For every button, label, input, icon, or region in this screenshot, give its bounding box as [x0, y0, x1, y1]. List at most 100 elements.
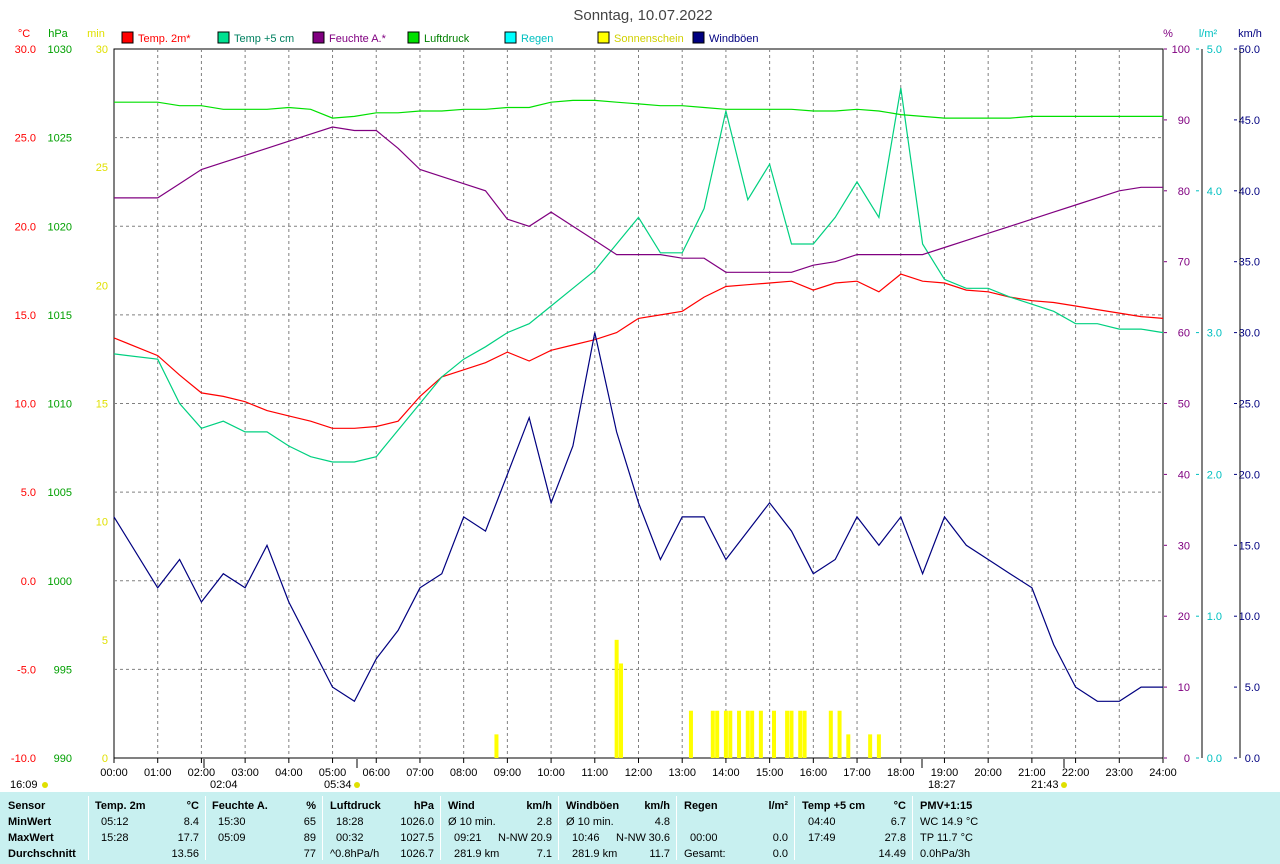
legend-item: Windböen [692, 31, 759, 45]
stats-temp2m-max-time: 15:28 [101, 832, 129, 844]
sun-tick-label: 30 [96, 44, 108, 56]
stats-pmv-trend: 0.0hPa/3h [920, 848, 971, 860]
sunshine-bar [723, 710, 728, 758]
series-line [113, 332, 1163, 703]
x-tick-label: 21:00 [1018, 767, 1046, 779]
legend-swatch [692, 31, 705, 44]
sun-events: 16:09 02:04 05:34 18:27 21:43 [10, 758, 1067, 791]
hum-tick-label: 100 [1172, 44, 1190, 56]
hum-tick-label: 60 [1178, 328, 1190, 340]
stats-windboeen-header: Windböen [566, 800, 620, 812]
stats-temp5cm-min-value: 6.7 [890, 816, 906, 828]
stats-wind-unit: km/h [526, 800, 552, 812]
hum-tick-label: 80 [1178, 186, 1190, 198]
legend-label: Regen [521, 33, 553, 45]
wind-unit-label: km/h [1238, 28, 1262, 40]
rain-tick-label: 4.0 [1207, 186, 1222, 198]
sunshine-bar [737, 710, 742, 758]
stats-luftdruck-min-value: 1026.0 [400, 816, 434, 828]
sun-tick-label: 15 [96, 399, 108, 411]
legend-item: Sonnenschein [597, 31, 684, 45]
x-tick-label: 14:00 [712, 767, 740, 779]
stats-pmv-column: PMV+1:15 WC 14.9 °C TP 11.7 °C 0.0hPa/3h [920, 792, 1040, 864]
event-dawn-label: 02:04 [210, 779, 238, 791]
series-line [114, 126, 1163, 273]
sunshine-bar [494, 734, 499, 758]
legend-swatch [597, 31, 610, 44]
stats-feuchte-max-time: 05:09 [218, 832, 246, 844]
stats-pmv-dewpoint: TP 11.7 °C [920, 832, 973, 844]
x-tick-label: 01:00 [144, 767, 172, 779]
event-sunrise-label: 05:34 [324, 779, 352, 791]
series-line [113, 87, 1164, 463]
stats-regen-unit: l/m² [768, 800, 788, 812]
x-tick-label: 24:00 [1149, 767, 1177, 779]
sunshine-bar [828, 710, 833, 758]
legend-item: Luftdruck [407, 31, 470, 45]
stats-temp2m-min-time: 05:12 [101, 816, 129, 828]
stats-windboeen-column: Windböen km/h Ø 10 min. 4.8 10:46 N-NW 30.6 … [566, 792, 672, 864]
wind-tick-label: 25.0 [1239, 399, 1260, 411]
stats-temp5cm-header: Temp +5 cm [802, 800, 866, 812]
press-unit-label: hPa [48, 28, 68, 40]
stats-temp2m-max-value: 17.7 [177, 832, 199, 844]
press-tick-label: 995 [54, 664, 72, 676]
stats-luftdruck-max-time: 00:32 [336, 832, 364, 844]
stats-luftdruck-avg-value: 1026.7 [400, 848, 434, 860]
hum-tick-label: 10 [1178, 682, 1190, 694]
legend-label: Temp. 2m* [138, 33, 191, 45]
stats-min-label: MinWert [8, 816, 52, 828]
stats-luftdruck-unit: hPa [413, 800, 434, 812]
hum-tick-label: 30 [1178, 540, 1190, 552]
x-tick-label: 05:00 [319, 767, 347, 779]
x-tick-label: 10:00 [537, 767, 565, 779]
hum-tick-label: 40 [1178, 469, 1190, 481]
stats-temp2m-min-value: 8.4 [183, 816, 199, 828]
wind-tick-label: 5.0 [1245, 682, 1260, 694]
legend-item: Temp. 2m* [121, 31, 191, 45]
x-tick-label: 15:00 [756, 767, 784, 779]
hum-tick-label: 0 [1184, 753, 1190, 765]
series-line [114, 99, 1163, 119]
sunshine-bar [802, 710, 807, 758]
stats-feuchte-max-value: 89 [303, 832, 316, 844]
wind-tick-label: 20.0 [1239, 469, 1260, 481]
stats-sensor-header: Sensor [8, 800, 46, 812]
stats-avg-label: Durchschnitt [8, 848, 76, 860]
sunshine-bar [846, 734, 851, 758]
press-tick-label: 990 [54, 753, 72, 765]
stats-windboeen-min-value: 4.8 [654, 816, 670, 828]
stats-windboeen-max-value: 30.6 [648, 832, 670, 844]
rain-tick-label: 0.0 [1207, 753, 1222, 765]
wind-tick-label: 40.0 [1239, 186, 1260, 198]
hum-tick-label: 50 [1178, 399, 1190, 411]
stats-temp5cm-unit: °C [893, 800, 906, 812]
stats-luftdruck-max-value: 1027.5 [400, 832, 434, 844]
weather-chart: Sonntag, 10.07.2022 00:00 01:00 02:00 03:00… [10, 7, 1262, 791]
wind-tick-label: 30.0 [1239, 328, 1260, 340]
moonrise-icon [42, 782, 48, 788]
stats-regen-header: Regen [684, 800, 718, 812]
press-tick-label: 1020 [48, 221, 72, 233]
sunshine-bar [688, 710, 693, 758]
x-tick-label: 17:00 [843, 767, 871, 779]
stats-luftdruck-column: Luftdruck hPa 18:28 1026.0 00:32 1027.5 ^0.… [330, 792, 436, 864]
sunshine-bar [785, 710, 790, 758]
stats-sensor-column: Sensor MinWert MaxWert Durchschnitt [8, 792, 88, 864]
sunshine-bar [771, 710, 776, 758]
x-tick-label: 12:00 [625, 767, 653, 779]
x-tick-label: 11:00 [581, 767, 608, 779]
temp-tick-label: 30.0 [15, 44, 36, 56]
sunshine-bar [876, 734, 881, 758]
sunshine-bar [728, 710, 733, 758]
stats-feuchte-min-time: 15:30 [218, 816, 246, 828]
stats-windboeen-distance: 281.9 km [572, 848, 618, 860]
sunshine-bar [750, 710, 755, 758]
stats-max-label: MaxWert [8, 832, 54, 844]
temp-tick-label: 20.0 [15, 221, 36, 233]
sunshine-bar [868, 734, 873, 758]
press-tick-label: 1015 [48, 310, 72, 322]
wind-tick-label: 35.0 [1239, 257, 1260, 269]
x-tick-label: 13:00 [668, 767, 696, 779]
stats-temp5cm-min-time: 04:40 [808, 816, 836, 828]
